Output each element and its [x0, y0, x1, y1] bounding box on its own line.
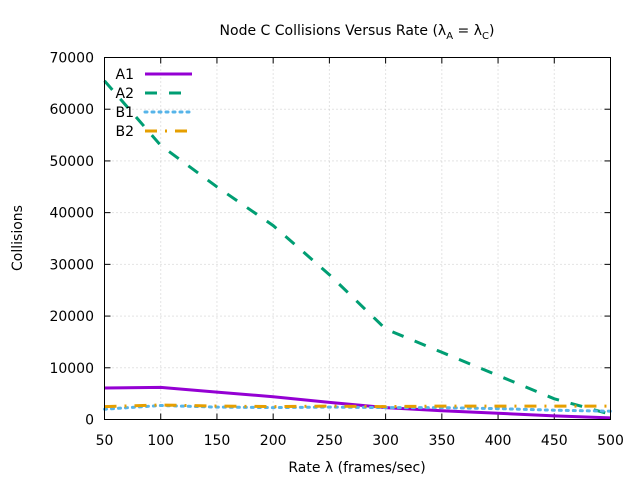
x-tick-label: 350 [428, 433, 455, 449]
x-tick-label: 400 [485, 433, 512, 449]
series-line-a1 [104, 385, 611, 420]
grid-lines [104, 57, 611, 420]
y-tick-label: 0 [85, 413, 94, 429]
x-tick-label: 150 [204, 433, 231, 449]
series-lines [103, 79, 612, 420]
x-tick-label: 300 [372, 433, 399, 449]
series-line-b1 [103, 403, 612, 413]
plot-frame [104, 57, 611, 420]
chart-title: Node C Collisions Versus Rate (λA = λC) [220, 23, 495, 42]
legend-label-b1: B1 [115, 105, 134, 121]
x-tick-label: 100 [147, 433, 174, 449]
x-tick-label: 200 [260, 433, 287, 449]
legend: A1 A2 B1 B2 [115, 67, 194, 140]
y-tick-label: 20000 [49, 309, 94, 325]
legend-label-a1: A1 [116, 67, 134, 83]
tick-labels: 50 100 150 200 250 300 350 400 450 500 0 10000 20000… [49, 51, 623, 450]
y-tick-label: 60000 [49, 102, 94, 118]
series-line-b2 [104, 403, 611, 409]
y-tick-label: 30000 [49, 257, 94, 273]
x-tick-label: 450 [541, 433, 568, 449]
legend-label-a2: A2 [116, 86, 134, 102]
x-tick-label: 250 [316, 433, 343, 449]
y-tick-label: 50000 [49, 154, 94, 170]
x-tick-label: 50 [96, 433, 114, 449]
y-tick-label: 10000 [49, 361, 94, 377]
legend-label-b2: B2 [115, 124, 134, 140]
y-axis-title: Collisions [10, 205, 26, 271]
y-tick-label: 70000 [49, 51, 94, 67]
x-tick-label: 500 [597, 433, 624, 449]
y-tick-label: 40000 [49, 206, 94, 222]
series-line-a2 [103, 79, 611, 416]
x-axis-title: Rate λ (frames/sec) [288, 460, 425, 476]
